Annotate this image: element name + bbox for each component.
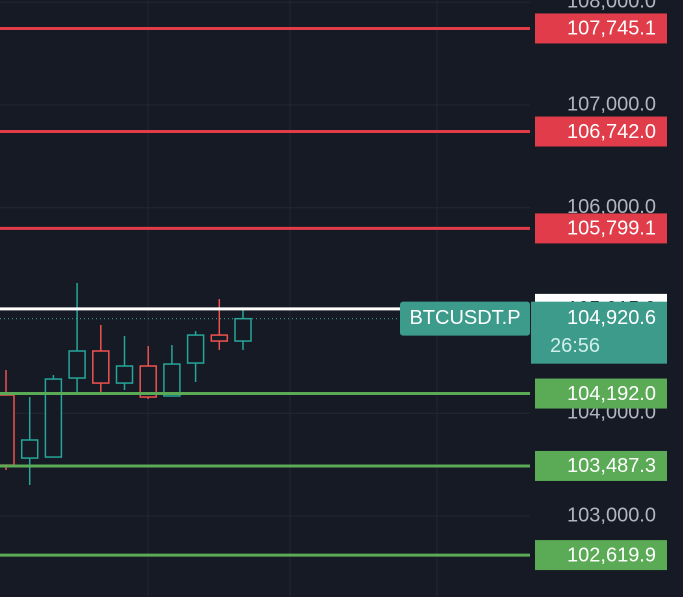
symbol-label: BTCUSDT.P [409,307,520,329]
price-label-box [535,213,667,244]
y-tick-label: 108,000.0 [567,0,656,13]
candle-body [20,439,39,459]
price-label-box [535,450,667,481]
last-price-box [531,301,667,364]
candle-body [139,365,157,398]
y-tick-label: 106,000.0 [567,196,656,218]
price-label-box [535,540,667,571]
candle-body [68,350,86,379]
price-label-box [535,13,667,44]
candle-body [234,317,252,342]
candle-body [44,378,63,458]
price-label: 102,619.9 [567,544,656,566]
last-price-label: 104,920.6 [567,307,656,329]
candle-body [115,365,134,384]
candle-body [186,334,205,364]
price-label: 103,487.3 [567,455,656,477]
y-tick-label: 107,000.0 [567,93,656,115]
candle-body [92,350,110,384]
price-label: 105,799.1 [567,218,656,240]
price-label-box [535,116,667,147]
price-label-box [535,378,667,409]
symbol-label-box [400,301,530,336]
countdown-label: 26:56 [550,335,600,357]
price-label: 107,745.1 [567,18,656,40]
candle-body [210,334,229,342]
y-tick-label: 103,000.0 [567,504,656,526]
candle-body [163,363,181,397]
price-label: 104,192.0 [567,383,656,405]
price-label: 106,742.0 [567,121,656,143]
candle-body [0,394,15,466]
